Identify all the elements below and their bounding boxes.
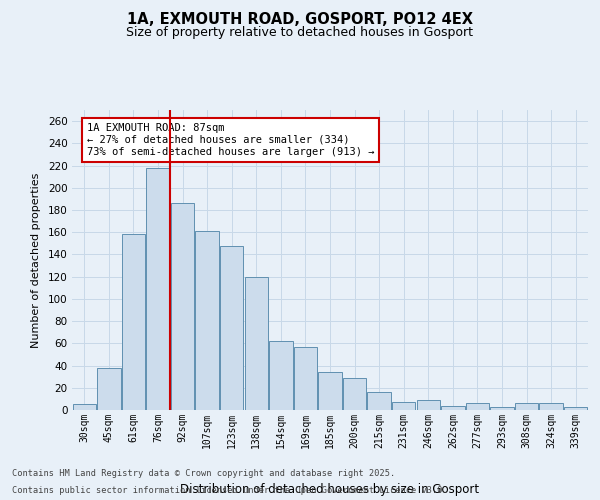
Bar (416, 400, 440, 410)
Bar (269, 341, 293, 410)
Bar (220, 246, 244, 410)
Bar (539, 404, 563, 410)
Text: Contains HM Land Registry data © Crown copyright and database right 2025.: Contains HM Land Registry data © Crown c… (12, 468, 395, 477)
Bar (245, 276, 268, 410)
Text: Size of property relative to detached houses in Gosport: Size of property relative to detached ho… (127, 26, 473, 39)
X-axis label: Distribution of detached houses by size in Gosport: Distribution of detached houses by size … (181, 483, 479, 496)
Bar (97, 368, 121, 410)
Text: Contains public sector information licensed under the Open Government Licence v3: Contains public sector information licen… (12, 486, 448, 495)
Text: 1A, EXMOUTH ROAD, GOSPORT, PO12 4EX: 1A, EXMOUTH ROAD, GOSPORT, PO12 4EX (127, 12, 473, 28)
Bar (392, 402, 415, 410)
Bar (73, 404, 96, 410)
Bar (367, 392, 391, 410)
Bar (171, 204, 194, 410)
Bar (319, 372, 341, 410)
Bar (441, 406, 464, 410)
Bar (515, 404, 538, 410)
Bar (564, 406, 587, 410)
Bar (343, 378, 366, 410)
Bar (122, 234, 145, 410)
Text: 1A EXMOUTH ROAD: 87sqm
← 27% of detached houses are smaller (334)
73% of semi-de: 1A EXMOUTH ROAD: 87sqm ← 27% of detached… (87, 124, 374, 156)
Bar (196, 231, 219, 410)
Y-axis label: Number of detached properties: Number of detached properties (31, 172, 41, 348)
Bar (294, 346, 317, 410)
Bar (490, 406, 514, 410)
Bar (146, 168, 170, 410)
Bar (466, 404, 489, 410)
